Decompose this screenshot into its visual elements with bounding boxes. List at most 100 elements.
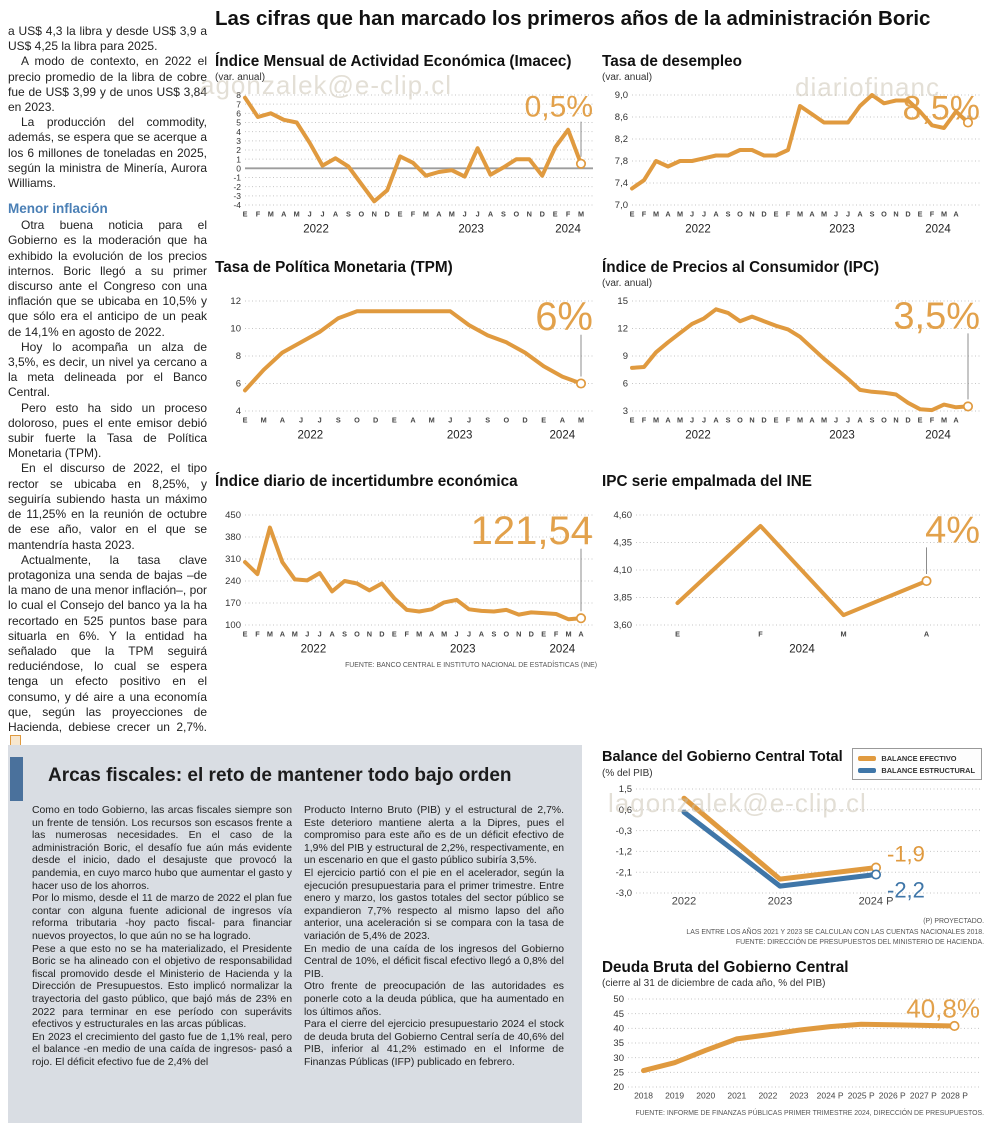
copper-article: a US$ 4,3 la libra y desde US$ 3,9 a US$… (8, 24, 207, 750)
svg-text:A: A (809, 416, 815, 425)
svg-text:E: E (630, 210, 635, 219)
svg-text:F: F (554, 630, 559, 639)
svg-text:9,0: 9,0 (615, 90, 628, 101)
fiscal-paragraph: Pese a que esto no se ha materializado, … (32, 943, 292, 1031)
svg-text:2022: 2022 (685, 224, 711, 236)
svg-text:3: 3 (623, 406, 628, 417)
svg-text:M: M (821, 416, 827, 425)
fiscal-section-title: Arcas fiscales: el reto de mantener todo… (48, 765, 512, 786)
article-paragraph: Pero esto ha sido un proceso doloroso, p… (8, 400, 207, 461)
svg-text:M: M (797, 210, 803, 219)
fiscal-column-1: Como en todo Gobierno, las arcas fiscale… (32, 805, 292, 1069)
chart-title: Índice de Precios al Consumidor (IPC) (602, 259, 880, 276)
svg-text:-1,9: -1,9 (887, 842, 925, 867)
svg-text:N: N (367, 630, 372, 639)
svg-text:J: J (308, 210, 312, 219)
svg-text:M: M (566, 630, 572, 639)
svg-text:-2: -2 (233, 182, 241, 192)
svg-text:J: J (846, 416, 850, 425)
svg-text:M: M (441, 630, 447, 639)
svg-text:O: O (354, 630, 360, 639)
svg-text:M: M (821, 210, 827, 219)
svg-text:M: M (840, 630, 846, 639)
article-paragraph: Actualmente, la tasa clave protagoniza u… (8, 553, 207, 751)
svg-text:A: A (857, 210, 863, 219)
svg-text:3: 3 (236, 136, 241, 146)
chart-note: (P) PROYECTADO. (923, 918, 984, 925)
svg-text:-4: -4 (233, 200, 241, 210)
chart-subtitle: (cierre al 31 de diciembre de cada año, … (602, 978, 826, 989)
tpm-plot: 12 10 8 6 4 E M A J J S O D E A M J J S O D E A M 2022 2023 2024 6% (215, 291, 597, 446)
svg-text:A: A (410, 416, 416, 425)
svg-text:S: S (336, 416, 341, 425)
chart-title: Índice Mensual de Actividad Económica (I… (215, 53, 572, 70)
unemployment-plot: 9,0 8,6 8,2 7,8 7,4 7,0 E F M A M J J A S O N D E F M A M J J A S O… (602, 85, 984, 240)
fiscal-paragraph: Producto Interno Bruto (PIB) y el estruc… (304, 805, 564, 867)
svg-text:2024: 2024 (550, 430, 576, 442)
svg-text:M: M (449, 210, 455, 219)
chart-uncertainty: Índice diario de incertidumbre económica… (215, 472, 597, 669)
svg-text:F: F (930, 416, 935, 425)
svg-text:2022: 2022 (298, 430, 324, 442)
imacec-plot: 8 7 6 5 4 3 2 1 0 -1 -2 -3 -4 E F M A M J J A S O N D E F M A M J J A S O N… (215, 85, 597, 240)
svg-text:A: A (280, 416, 286, 425)
legend-swatch-estructural (858, 767, 877, 773)
debt-plot: 50 45 40 35 30 25 20 2018 2019 2020 2021 2022 2023 20… (602, 991, 984, 1108)
svg-text:E: E (541, 416, 546, 425)
svg-text:M: M (292, 630, 298, 639)
svg-text:25: 25 (613, 1068, 624, 1079)
svg-text:-3,0: -3,0 (616, 888, 632, 899)
svg-text:M: M (653, 416, 659, 425)
chart-tpm: Tasa de Política Monetaria (TPM) 12 10 8 6 4… (215, 258, 597, 446)
svg-text:A: A (953, 416, 959, 425)
svg-text:N: N (372, 210, 377, 219)
svg-text:D: D (529, 630, 534, 639)
svg-text:J: J (299, 416, 303, 425)
svg-text:E: E (774, 210, 779, 219)
svg-text:2025 P: 2025 P (848, 1091, 875, 1101)
svg-text:2018: 2018 (634, 1091, 653, 1101)
svg-text:-0,3: -0,3 (616, 826, 632, 837)
svg-text:F: F (642, 416, 647, 425)
svg-text:15: 15 (617, 296, 628, 307)
svg-text:A: A (924, 630, 930, 639)
svg-text:2023: 2023 (768, 896, 792, 908)
svg-text:2021: 2021 (727, 1091, 746, 1101)
svg-text:J: J (476, 210, 480, 219)
article-subhead: Menor inflación (8, 201, 108, 217)
svg-text:D: D (379, 630, 384, 639)
svg-text:M: M (653, 210, 659, 219)
svg-text:A: A (281, 210, 287, 219)
svg-text:E: E (392, 416, 397, 425)
svg-text:2023: 2023 (447, 430, 473, 442)
svg-text:N: N (749, 416, 754, 425)
svg-text:20: 20 (613, 1082, 624, 1093)
svg-text:O: O (503, 630, 509, 639)
svg-text:D: D (761, 210, 766, 219)
svg-text:1,5: 1,5 (619, 784, 632, 795)
svg-text:M: M (429, 416, 435, 425)
svg-text:6: 6 (623, 379, 628, 390)
svg-text:2028 P: 2028 P (941, 1091, 968, 1101)
svg-text:6: 6 (236, 379, 241, 390)
svg-text:35: 35 (613, 1038, 624, 1049)
svg-text:-2,2: -2,2 (887, 878, 925, 903)
svg-text:8,2: 8,2 (615, 134, 628, 145)
svg-text:A: A (953, 210, 959, 219)
svg-text:J: J (834, 210, 838, 219)
chart-subtitle (602, 491, 984, 505)
svg-text:F: F (930, 210, 935, 219)
svg-text:N: N (749, 210, 754, 219)
chart-source: FUENTE: INFORME DE FINANZAS PÚBLICAS PRI… (635, 1110, 984, 1117)
svg-text:2: 2 (236, 145, 241, 155)
chart-title: Tasa de desempleo (602, 53, 742, 70)
svg-text:2027 P: 2027 P (910, 1091, 937, 1101)
chart-unemployment: Tasa de desempleo (var. anual) 9,0 8,6 8,2… (602, 52, 984, 240)
svg-text:E: E (243, 210, 248, 219)
legend-label: BALANCE ESTRUCTURAL (881, 765, 975, 775)
chart-subtitle (215, 491, 597, 505)
svg-text:S: S (501, 210, 506, 219)
svg-text:7,8: 7,8 (615, 156, 628, 167)
svg-text:30: 30 (613, 1053, 624, 1064)
svg-text:45: 45 (613, 1009, 624, 1020)
